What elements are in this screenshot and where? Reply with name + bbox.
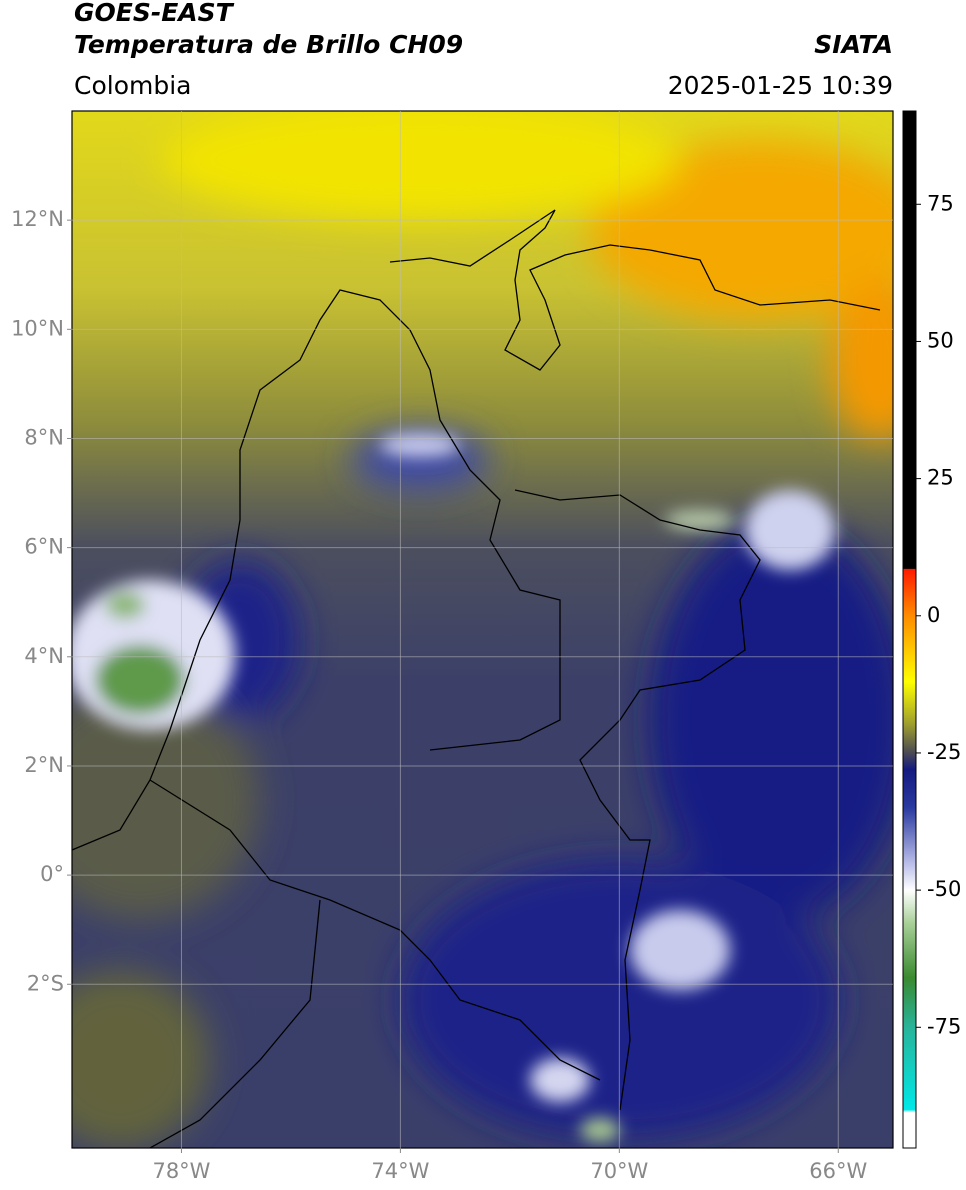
x-tick-label: 78°W [152, 1159, 210, 1183]
y-tick-label: 4°N [24, 644, 64, 668]
colorbar-frame [902, 110, 917, 1149]
region: Colombia [74, 71, 191, 100]
colorbar-tick-label: -25 [927, 740, 961, 764]
map-frame [71, 110, 894, 1149]
colorbar-tick-label: -75 [927, 1014, 961, 1038]
cloud-tops [72, 433, 835, 1142]
title: GOES-EAST [74, 0, 235, 27]
brand: SIATA [814, 30, 893, 59]
boundaries [72, 209, 881, 1148]
colorbar-tick-label: 0 [927, 603, 940, 627]
y-tick-label: 6°N [24, 535, 64, 559]
colorbar-tick-label: 25 [927, 466, 954, 490]
satellite-image [72, 111, 893, 1148]
y-tick-label: 2°N [24, 753, 64, 777]
subtitle: Temperatura de Brillo CH09 [74, 30, 463, 59]
y-tick-label: 8°N [24, 425, 64, 449]
colorbar-tick-label: -50 [927, 877, 961, 901]
graticule [72, 111, 893, 1148]
y-tick-label: 0° [40, 862, 64, 886]
timestamp: 2025-01-25 10:39 [668, 71, 893, 100]
y-tick-label: 12°N [11, 207, 64, 231]
x-tick-label: 66°W [809, 1159, 867, 1183]
colorbar-tick-label: 50 [927, 328, 954, 352]
y-tick-label: 10°N [11, 316, 64, 340]
x-tick-label: 74°W [371, 1159, 429, 1183]
y-tick-label: 2°S [27, 971, 64, 995]
image-features [72, 111, 893, 1148]
x-tick-label: 70°W [590, 1159, 648, 1183]
colorbar [903, 111, 916, 1148]
colorbar-tick-label: 75 [927, 191, 954, 215]
